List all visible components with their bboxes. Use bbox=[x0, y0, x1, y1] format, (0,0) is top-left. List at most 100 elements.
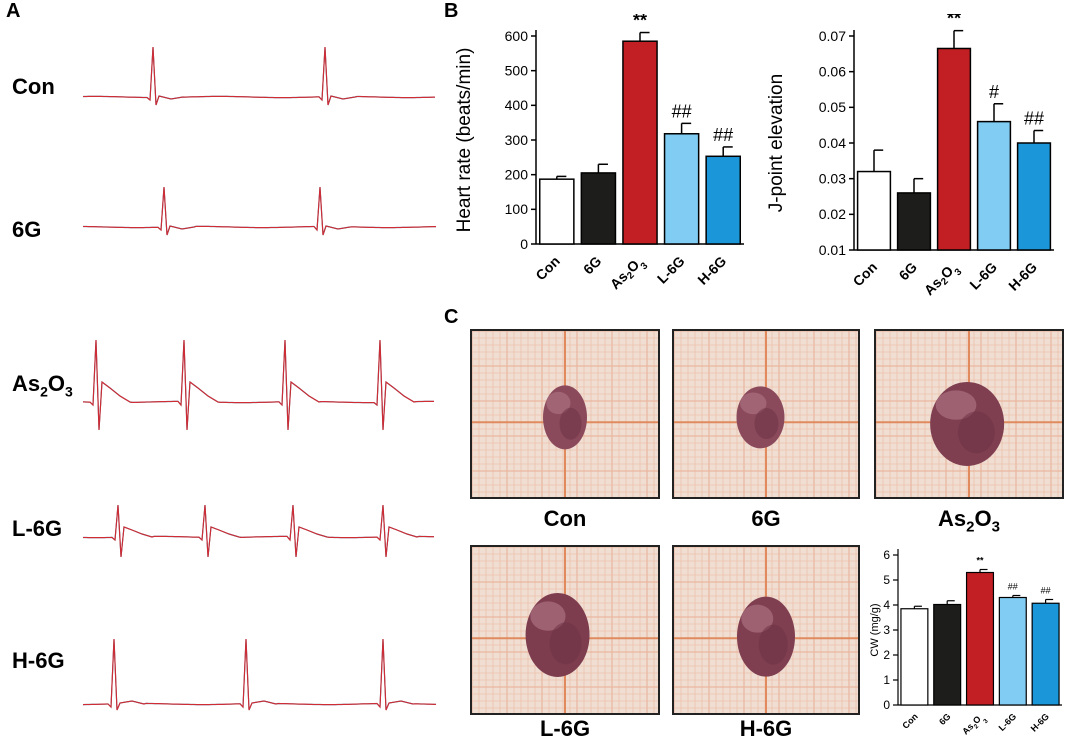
panel-letter-c: C bbox=[444, 306, 459, 328]
x-tick-label: 6G bbox=[580, 253, 605, 278]
graph-paper bbox=[472, 547, 658, 713]
bar-6G bbox=[580, 172, 617, 245]
significance-label: # bbox=[989, 82, 999, 102]
heart-specimen bbox=[543, 385, 587, 450]
ecg-label-as2o3: As2O3 bbox=[12, 371, 73, 400]
bar-Con bbox=[900, 608, 929, 706]
significance-label: ** bbox=[976, 556, 984, 566]
x-tick-label: As2O3 bbox=[921, 258, 965, 302]
ecg-label-con: Con bbox=[12, 74, 55, 99]
y-tick-label: 0.06 bbox=[819, 64, 846, 80]
ecg-trace-3 bbox=[83, 504, 434, 558]
x-tick-label: Con bbox=[900, 711, 919, 730]
y-tick-label: 6 bbox=[883, 548, 890, 562]
y-tick-label: 0 bbox=[883, 698, 890, 712]
bar-H-6G bbox=[705, 155, 742, 245]
x-tick-label: 6G bbox=[896, 259, 921, 284]
x-tick-label: L-6G bbox=[654, 253, 688, 287]
x-tick-label: L-6G bbox=[997, 711, 1019, 733]
y-tick-label: 0 bbox=[520, 236, 528, 252]
significance-label: ## bbox=[713, 125, 733, 145]
x-tick-label: Con bbox=[532, 253, 563, 284]
x-tick-label: H-6G bbox=[1029, 711, 1051, 733]
y-tick-label: 2 bbox=[883, 648, 890, 662]
y-tick-label: 500 bbox=[505, 63, 529, 79]
ecg-trace-4 bbox=[82, 638, 437, 711]
y-tick-label: 0.07 bbox=[819, 28, 846, 44]
y-tick-label: 0.05 bbox=[819, 99, 846, 115]
y-tick-label: 0.04 bbox=[819, 135, 846, 151]
bar-Con bbox=[538, 178, 575, 245]
x-tick-label: H-6G bbox=[694, 253, 729, 288]
bar-As2O3 bbox=[622, 40, 658, 245]
photo-label-6g: 6G bbox=[751, 506, 781, 531]
ecg-label-h6g: H-6G bbox=[12, 648, 65, 673]
y-axis-label: J-point elevation bbox=[766, 74, 787, 212]
y-axis-label: CW (mg/g) bbox=[869, 603, 881, 656]
bar-L-6G bbox=[998, 596, 1027, 706]
ecg-trace-2 bbox=[82, 339, 434, 431]
heart-specimen bbox=[930, 381, 1005, 466]
j-point-chart: 0.01 0.02 0.03 0.04 0.05 0.06 0.07 J-point elev… bbox=[766, 14, 1054, 302]
y-tick-label: 1 bbox=[883, 673, 890, 687]
photo-label-h6g: H-6G bbox=[739, 716, 793, 741]
bar-6G bbox=[896, 192, 932, 251]
ecg-traces bbox=[82, 46, 437, 711]
ecg-baseline-0 bbox=[83, 46, 436, 106]
photo-label-as2o3: As2O3 bbox=[938, 506, 1000, 536]
graph-paper bbox=[674, 547, 858, 713]
graph-paper bbox=[472, 331, 658, 497]
significance-label: ## bbox=[1041, 586, 1051, 596]
x-tick-label: As2O3 bbox=[607, 252, 651, 296]
y-tick-label: 100 bbox=[505, 201, 529, 217]
graph-paper bbox=[674, 331, 858, 497]
y-tick-label: 200 bbox=[505, 167, 529, 183]
ecg-trace-1 bbox=[83, 186, 436, 236]
x-tick-label: H-6G bbox=[1005, 259, 1040, 294]
bar-H-6G bbox=[1016, 142, 1052, 251]
significance-label: ## bbox=[1024, 109, 1044, 129]
heart-photo-as2o3 bbox=[874, 329, 1064, 499]
heart-specimen bbox=[737, 596, 795, 677]
x-tick-label: Con bbox=[850, 259, 881, 290]
graph-paper bbox=[876, 331, 1062, 497]
heart-photo-h6g bbox=[672, 545, 860, 715]
bar-L-6G bbox=[663, 133, 700, 245]
panel-letter-b: B bbox=[444, 0, 459, 22]
y-tick-label: 600 bbox=[505, 28, 529, 44]
x-tick-label: As2O3 bbox=[960, 711, 990, 741]
heart-specimen bbox=[525, 592, 590, 677]
photo-label-l6g: L-6G bbox=[539, 716, 591, 741]
heart-specimen bbox=[736, 386, 785, 449]
x-tick-label: 6G bbox=[937, 711, 953, 727]
y-tick-label: 5 bbox=[883, 573, 890, 587]
significance-label: ## bbox=[1008, 582, 1018, 592]
bar-As2O3 bbox=[936, 47, 972, 251]
bar-H-6G bbox=[1031, 602, 1060, 706]
x-tick-label: L-6G bbox=[966, 259, 1000, 293]
ecg-label-l6g: L-6G bbox=[12, 516, 63, 541]
y-axis-label: Heart rate (beats/min) bbox=[454, 48, 475, 233]
photo-label-con: Con bbox=[543, 506, 587, 531]
significance-label: ** bbox=[633, 14, 647, 31]
significance-label: ## bbox=[672, 101, 692, 121]
heart-rate-chart: 0 100 200 300 400 500 600 Heart rate (beats/min… bbox=[454, 14, 744, 296]
bar-L-6G bbox=[976, 120, 1012, 251]
y-tick-label: 0.03 bbox=[819, 171, 846, 187]
y-tick-label: 0.01 bbox=[819, 242, 846, 258]
ecg-label-6g: 6G bbox=[12, 217, 42, 242]
y-tick-label: 3 bbox=[883, 623, 890, 637]
significance-label: ** bbox=[947, 14, 961, 29]
bar-6G bbox=[933, 603, 962, 706]
y-tick-label: 0.02 bbox=[819, 206, 846, 222]
cw-chart: 0 1 2 3 4 5 6 CW (mg/g) Con 6G ** As2O3 ## L-6G ## H-6G bbox=[869, 548, 1062, 741]
y-tick-label: 4 bbox=[883, 598, 890, 612]
bar-Con bbox=[856, 170, 892, 251]
y-tick-label: 300 bbox=[505, 132, 529, 148]
heart-photo-con bbox=[470, 329, 660, 499]
heart-photo-6g bbox=[672, 329, 860, 499]
bar-As2O3 bbox=[965, 571, 995, 706]
panel-letter-a: A bbox=[6, 0, 21, 22]
heart-photo-l6g bbox=[470, 545, 660, 715]
y-tick-label: 400 bbox=[505, 97, 529, 113]
